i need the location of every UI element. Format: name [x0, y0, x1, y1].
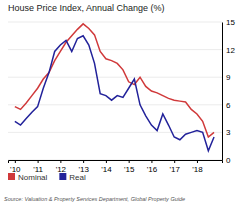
legend-item: Nominal	[8, 173, 48, 182]
tick: '14	[101, 160, 112, 174]
x-axis: '10 '11 '12 '13 '14 '15 '16 '17 '18	[9, 160, 223, 174]
tick-label: 15	[226, 18, 235, 27]
tick-label: '14	[101, 165, 112, 174]
tick: 3	[222, 128, 231, 137]
title: House Price Index, Annual Change (%)	[8, 3, 165, 13]
tick-label: '16	[147, 165, 158, 174]
tick-mark	[60, 160, 61, 163]
tick: '13	[78, 160, 89, 174]
tick-label: '18	[192, 165, 203, 174]
grid-line	[8, 104, 222, 105]
tick: 15	[222, 18, 235, 27]
legend-label: Real	[69, 173, 86, 182]
tick: 6	[222, 101, 231, 110]
tick-label: '17	[169, 165, 180, 174]
tick-mark	[38, 160, 39, 163]
legend-swatch	[59, 173, 66, 180]
grid-line	[8, 22, 222, 23]
tick: '16	[147, 160, 158, 174]
tick: '15	[124, 160, 135, 174]
tick-mark	[83, 160, 84, 163]
tick-label: 6	[226, 101, 231, 110]
tick-mark	[15, 160, 16, 163]
legend: Nominal Real	[8, 173, 86, 182]
tick: '18	[192, 160, 203, 174]
tick-mark	[106, 160, 107, 163]
tick-mark	[174, 160, 175, 163]
tick-mark	[151, 160, 152, 163]
grid-line	[8, 49, 222, 50]
tick-mark	[129, 160, 130, 163]
tick-label: '12	[56, 165, 67, 174]
tick-label: 3	[226, 128, 231, 137]
y-axis: 0 3 6 9 12 15	[222, 18, 235, 165]
plot-area	[15, 24, 214, 151]
tick: 0	[222, 156, 231, 165]
tick: '11	[33, 160, 43, 174]
series-line	[15, 24, 214, 137]
tick-label: 9	[226, 73, 231, 82]
tick: '17	[169, 160, 180, 174]
tick: '12	[56, 160, 67, 174]
grid	[8, 22, 222, 160]
tick-label: '15	[124, 165, 135, 174]
source: Source: Valuation & Property Services De…	[4, 196, 185, 202]
series-line	[15, 36, 214, 151]
legend-swatch	[8, 173, 15, 180]
tick: 12	[222, 46, 235, 55]
chart: House Price Index, Annual Change (%)'10'…	[0, 0, 244, 206]
axis-line	[222, 23, 223, 161]
legend-item: Real	[59, 173, 86, 182]
tick: 9	[222, 73, 231, 82]
tick: '10	[10, 160, 21, 174]
axis-line	[9, 161, 223, 164]
grid-line	[8, 77, 222, 78]
tick-label: 12	[226, 46, 235, 55]
tick-mark	[197, 160, 198, 163]
tick-label: 0	[226, 156, 231, 165]
legend-label: Nominal	[18, 173, 48, 182]
